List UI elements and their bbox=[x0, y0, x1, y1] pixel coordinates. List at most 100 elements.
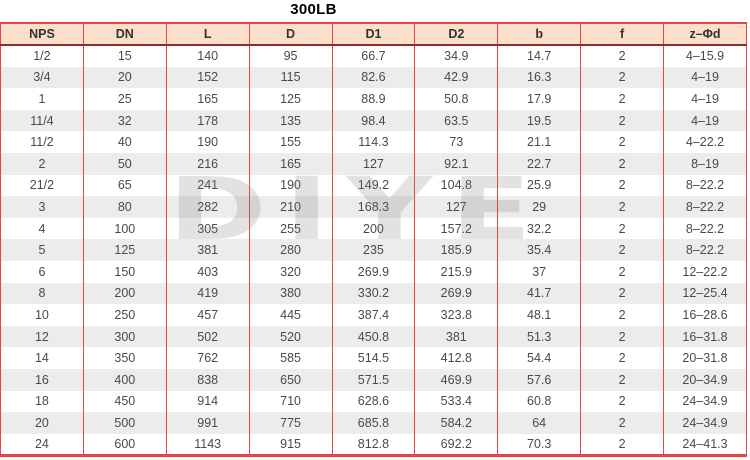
table-row: 11/4 32 178 135 98.4 63.5 19.5 2 4–19 bbox=[0, 109, 747, 132]
column-header: b bbox=[497, 22, 582, 46]
table-cell: 20–31.8 bbox=[663, 347, 747, 369]
table-cell: 457 bbox=[165, 304, 250, 326]
table-cell: 178 bbox=[165, 109, 250, 132]
table-cell: 241 bbox=[165, 174, 250, 197]
table-cell: 60.8 bbox=[497, 390, 582, 413]
column-header: DN bbox=[82, 22, 167, 46]
table-cell: 2 bbox=[580, 217, 664, 240]
table-cell: 520 bbox=[248, 325, 333, 348]
table-row: 21/2 65 241 190 149.2 104.8 25.9 2 8–22.2 bbox=[0, 174, 747, 197]
table-cell: 5 bbox=[0, 239, 84, 261]
table-row: 12 300 502 520 450.8 381 51.3 2 16–31.8 bbox=[0, 325, 747, 348]
table-row: 10 250 457 445 387.4 323.8 48.1 2 16–28.6 bbox=[0, 304, 747, 326]
table-cell: 1/2 bbox=[0, 45, 84, 67]
table-cell: 16–31.8 bbox=[663, 325, 747, 348]
table-cell: 64 bbox=[497, 412, 582, 434]
table-cell: 155 bbox=[248, 131, 333, 153]
table-cell: 419 bbox=[165, 282, 250, 305]
table-row: 2 50 216 165 127 92.1 22.7 2 8–19 bbox=[0, 152, 747, 175]
table-header: NPS DN L D D1 D2 b f z–Φd bbox=[0, 22, 747, 46]
table-cell: 381 bbox=[165, 239, 250, 261]
table-cell: 149.2 bbox=[331, 174, 416, 197]
table-cell: 4–15.9 bbox=[663, 45, 747, 67]
table-cell: 125 bbox=[248, 88, 333, 110]
table-cell: 571.5 bbox=[331, 368, 416, 391]
table-cell: 250 bbox=[82, 304, 167, 326]
table-cell: 152 bbox=[165, 66, 250, 89]
table-cell: 628.6 bbox=[331, 390, 416, 413]
table-cell: 50 bbox=[82, 152, 167, 175]
table-cell: 812.8 bbox=[331, 433, 416, 457]
table-cell: 584.2 bbox=[414, 412, 499, 434]
table-cell: 22.7 bbox=[497, 152, 582, 175]
table-row: 6 150 403 320 269.9 215.9 37 2 12–22.2 bbox=[0, 260, 747, 283]
table-cell: 57.6 bbox=[497, 368, 582, 391]
table-cell: 269.9 bbox=[414, 282, 499, 305]
table-cell: 445 bbox=[248, 304, 333, 326]
table-cell: 6 bbox=[0, 260, 84, 283]
column-header: z–Φd bbox=[663, 22, 747, 46]
table-cell: 2 bbox=[580, 347, 664, 369]
table-row: 4 100 305 255 200 157.2 32.2 2 8–22.2 bbox=[0, 217, 747, 240]
table-cell: 2 bbox=[580, 433, 664, 457]
table-cell: 11/4 bbox=[0, 109, 84, 132]
table-cell: 533.4 bbox=[414, 390, 499, 413]
table-cell: 235 bbox=[331, 239, 416, 261]
table-cell: 17.9 bbox=[497, 88, 582, 110]
table-cell: 168.3 bbox=[331, 196, 416, 218]
table-cell: 4–22.2 bbox=[663, 131, 747, 153]
table-cell: 2 bbox=[580, 368, 664, 391]
table-row: 20 500 991 775 685.8 584.2 64 2 24–34.9 bbox=[0, 412, 747, 434]
table-cell: 2 bbox=[580, 325, 664, 348]
table-cell: 412.8 bbox=[414, 347, 499, 369]
table-cell: 2 bbox=[580, 174, 664, 197]
table-cell: 255 bbox=[248, 217, 333, 240]
table-cell: 450.8 bbox=[331, 325, 416, 348]
table-cell: 8–22.2 bbox=[663, 174, 747, 197]
table-cell: 80 bbox=[82, 196, 167, 218]
table-cell: 16 bbox=[0, 368, 84, 391]
table-cell: 82.6 bbox=[331, 66, 416, 89]
table-cell: 115 bbox=[248, 66, 333, 89]
table-cell: 25.9 bbox=[497, 174, 582, 197]
table-cell: 685.8 bbox=[331, 412, 416, 434]
table-cell: 35.4 bbox=[497, 239, 582, 261]
table-cell: 3/4 bbox=[0, 66, 84, 89]
table-cell: 24–34.9 bbox=[663, 412, 747, 434]
table-cell: 48.1 bbox=[497, 304, 582, 326]
table-cell: 2 bbox=[580, 196, 664, 218]
table-cell: 12–22.2 bbox=[663, 260, 747, 283]
table-cell: 12–25.4 bbox=[663, 282, 747, 305]
table-cell: 40 bbox=[82, 131, 167, 153]
table-cell: 2 bbox=[580, 45, 664, 67]
table-cell: 29 bbox=[497, 196, 582, 218]
table-cell: 157.2 bbox=[414, 217, 499, 240]
table-cell: 95 bbox=[248, 45, 333, 67]
column-header: L bbox=[165, 22, 250, 46]
table-cell: 762 bbox=[165, 347, 250, 369]
table-cell: 2 bbox=[580, 282, 664, 305]
table-cell: 600 bbox=[82, 433, 167, 457]
table-cell: 305 bbox=[165, 217, 250, 240]
table-row: 3 80 282 210 168.3 127 29 2 8–22.2 bbox=[0, 196, 747, 218]
table-row: 5 125 381 280 235 185.9 35.4 2 8–22.2 bbox=[0, 239, 747, 261]
table-cell: 165 bbox=[248, 152, 333, 175]
table-cell: 20–34.9 bbox=[663, 368, 747, 391]
table-cell: 320 bbox=[248, 260, 333, 283]
table-cell: 10 bbox=[0, 304, 84, 326]
table-cell: 8–22.2 bbox=[663, 239, 747, 261]
table-cell: 650 bbox=[248, 368, 333, 391]
table-cell: 32.2 bbox=[497, 217, 582, 240]
table-cell: 387.4 bbox=[331, 304, 416, 326]
table-cell: 4–19 bbox=[663, 88, 747, 110]
table-cell: 269.9 bbox=[331, 260, 416, 283]
table-cell: 34.9 bbox=[414, 45, 499, 67]
table-cell: 3 bbox=[0, 196, 84, 218]
table-cell: 2 bbox=[0, 152, 84, 175]
table-cell: 282 bbox=[165, 196, 250, 218]
table-cell: 2 bbox=[580, 412, 664, 434]
table-row: 1/2 15 140 95 66.7 34.9 14.7 2 4–15.9 bbox=[0, 45, 747, 67]
table-cell: 502 bbox=[165, 325, 250, 348]
table-cell: 380 bbox=[248, 282, 333, 305]
table-cell: 63.5 bbox=[414, 109, 499, 132]
